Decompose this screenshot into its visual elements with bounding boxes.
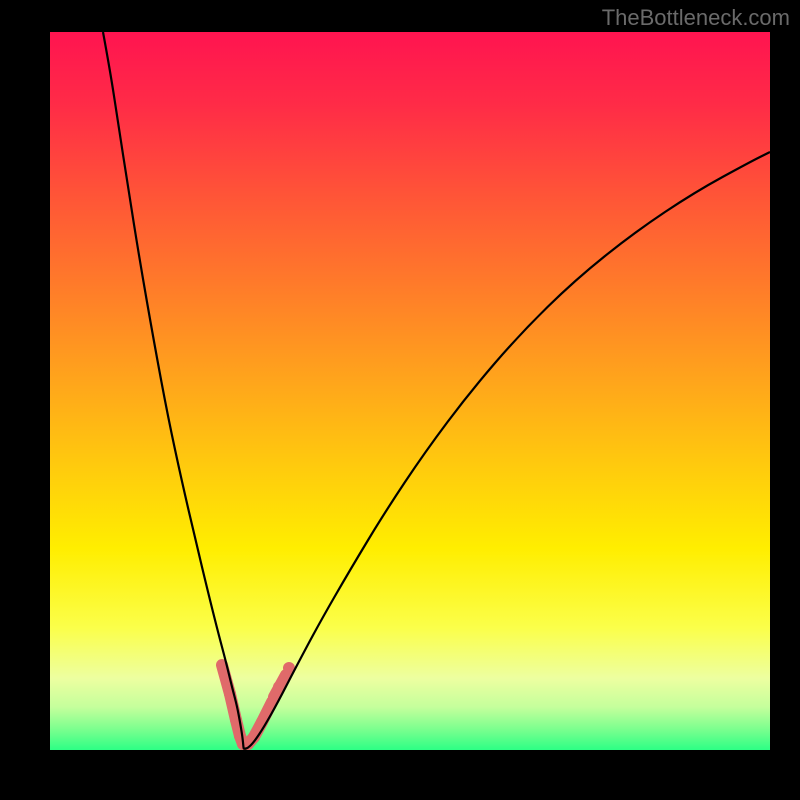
watermark-text: TheBottleneck.com — [602, 5, 790, 31]
bottleneck-curve — [103, 32, 770, 749]
curve-layer — [50, 32, 770, 750]
plot-area — [50, 32, 770, 750]
highlight-marks — [222, 662, 295, 744]
